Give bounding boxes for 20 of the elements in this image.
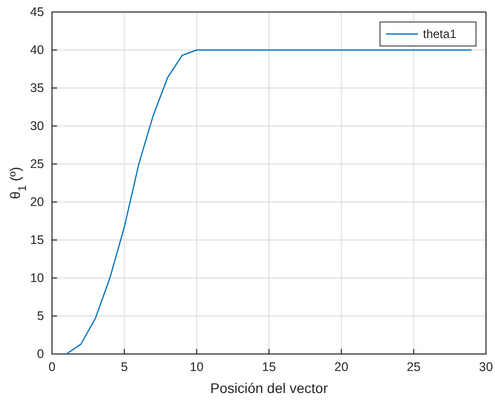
y-tick-label: 30 (30, 119, 44, 133)
legend-label: theta1 (423, 27, 457, 41)
line-series (66, 49, 472, 355)
y-tick-label: 35 (30, 81, 44, 95)
y-tick-label: 25 (30, 157, 44, 171)
y-tick-label: 0 (37, 347, 44, 361)
y-tick-label: 45 (30, 5, 44, 19)
y-tick-label: 5 (37, 309, 44, 323)
x-tick-label: 25 (406, 360, 421, 374)
x-tick-label: 5 (120, 360, 128, 374)
x-axis-title: Posición del vector (210, 380, 328, 396)
x-tick-label: 10 (190, 360, 204, 374)
x-tick-label: 0 (48, 360, 56, 374)
x-tick-label: 20 (334, 360, 348, 374)
x-tick-label: 15 (262, 360, 276, 374)
y-tick-label: 10 (30, 271, 44, 285)
y-tick-label: 40 (30, 43, 44, 57)
y-tick-label: 20 (30, 195, 44, 209)
x-tick-label: 30 (479, 360, 493, 374)
y-tick-label: 15 (30, 233, 44, 247)
